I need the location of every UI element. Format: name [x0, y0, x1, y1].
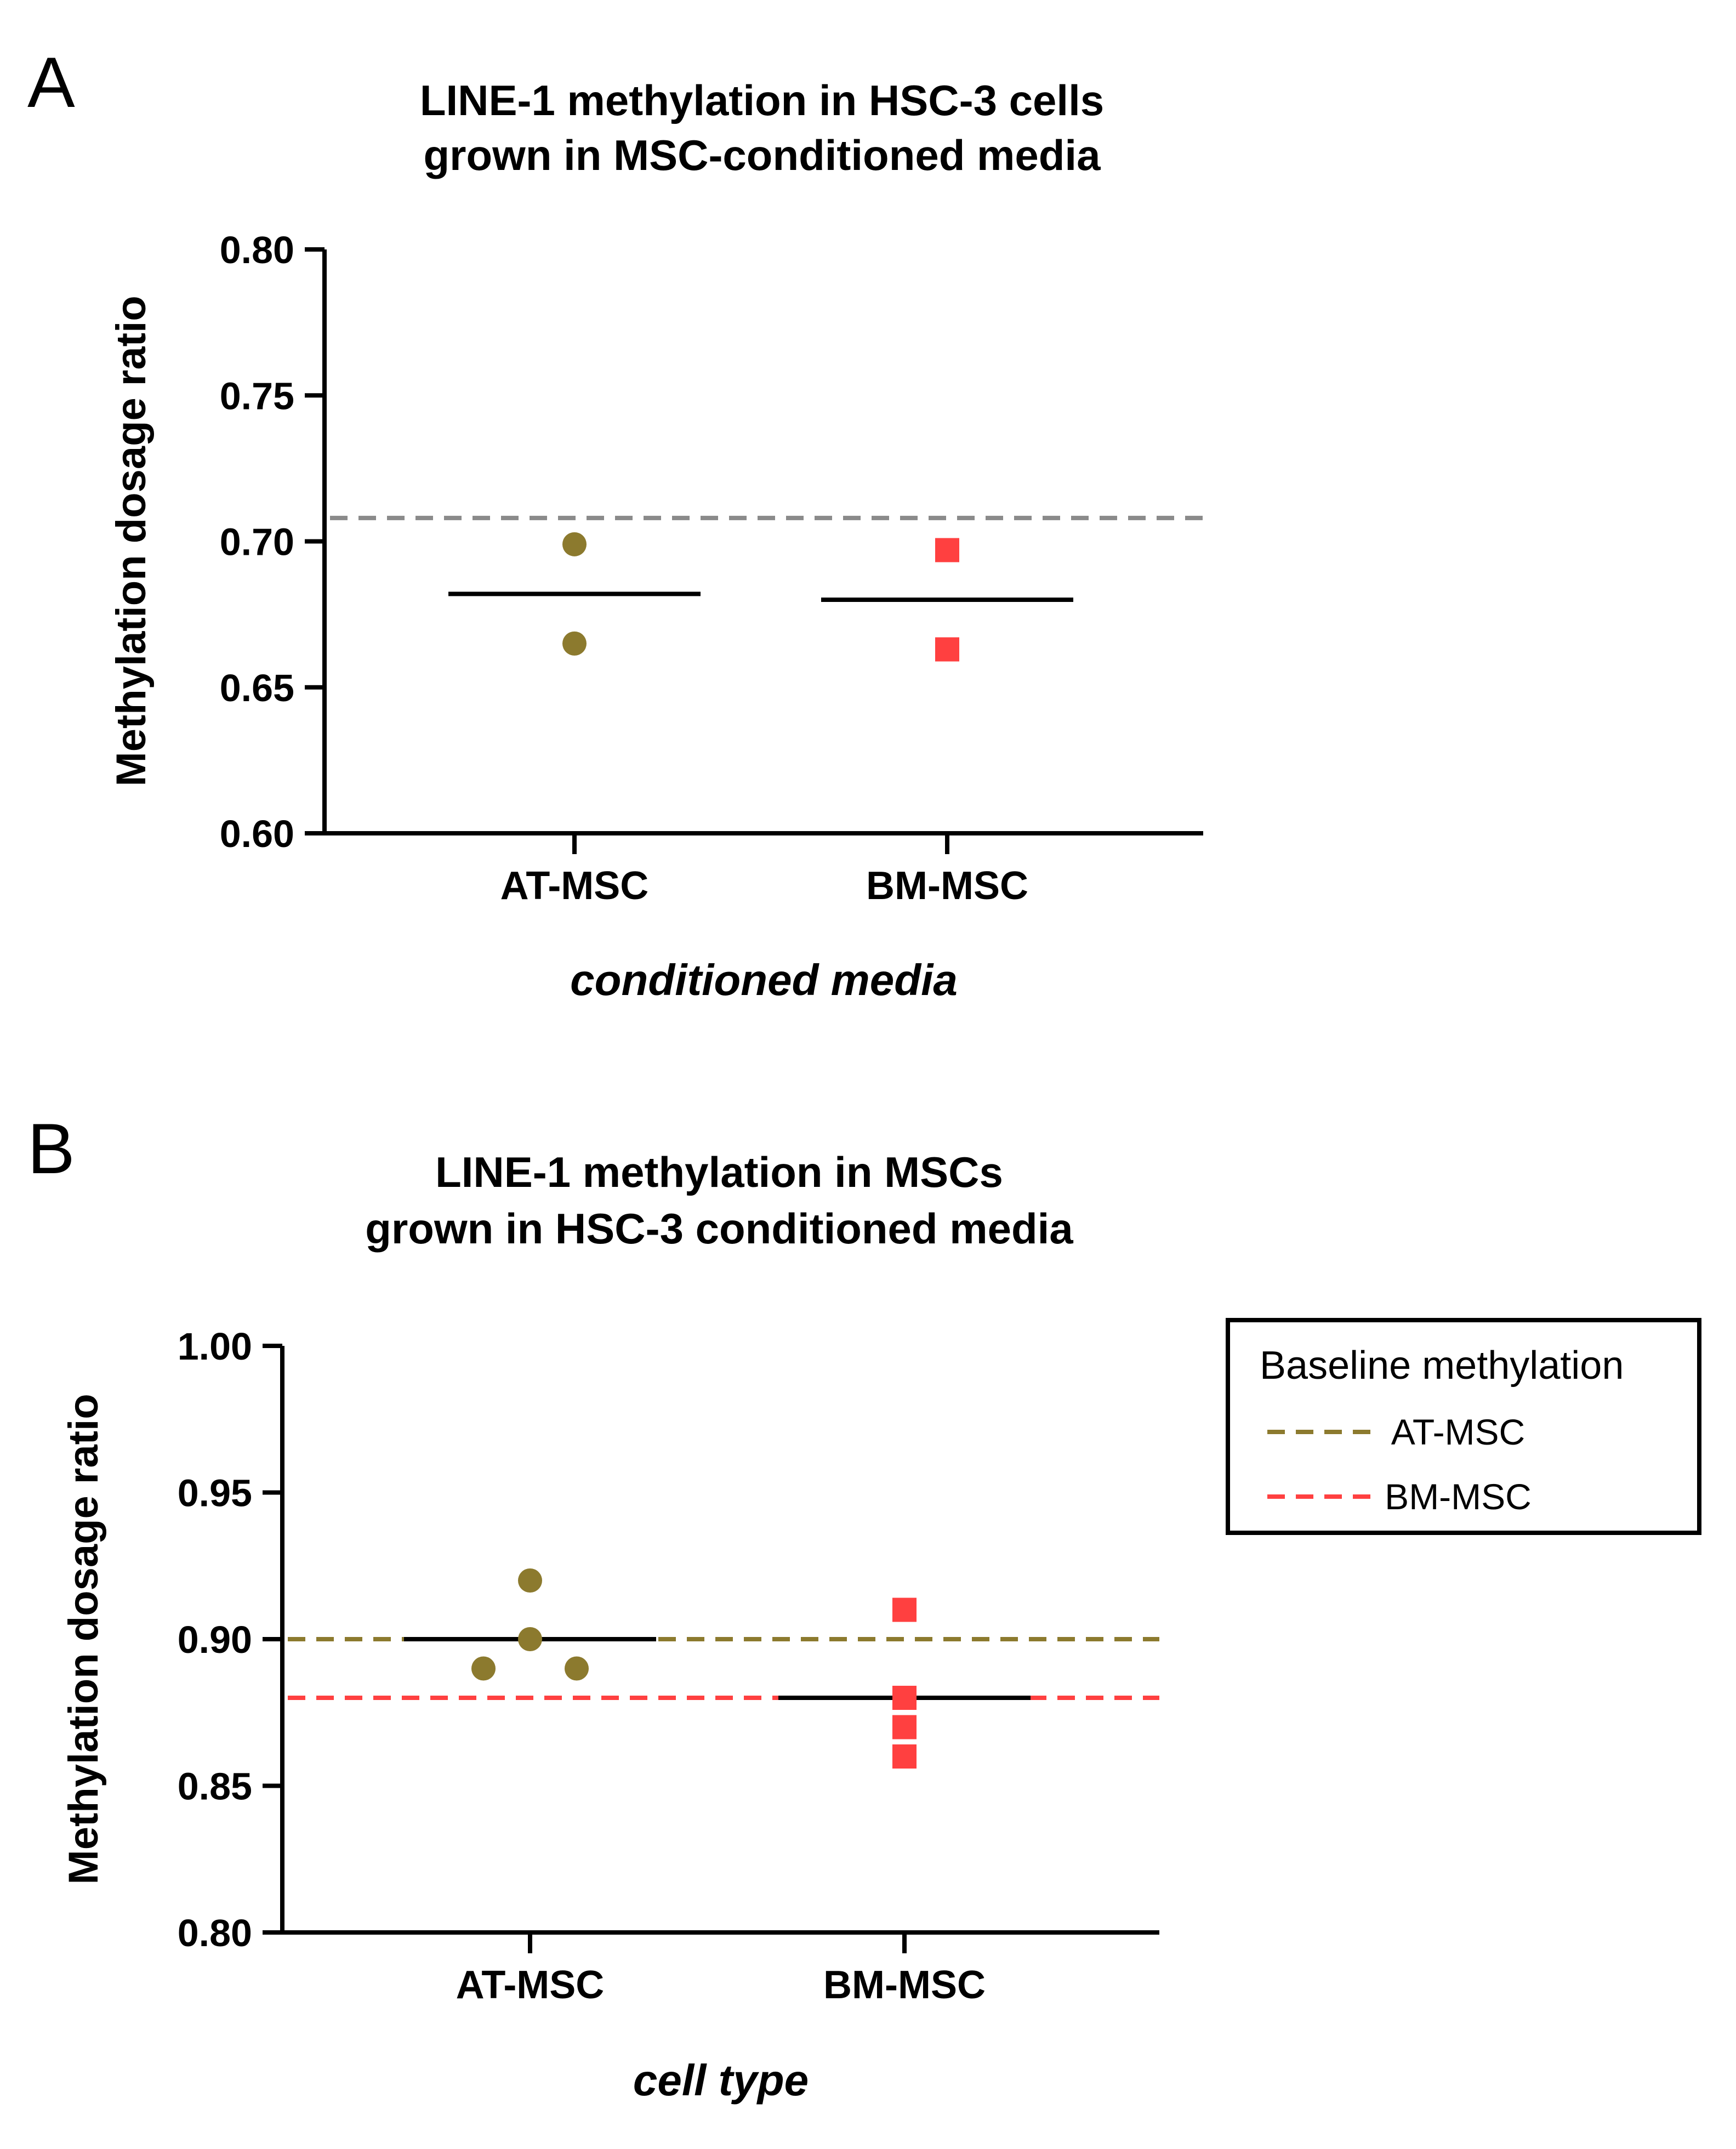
- x-tick-label-bm-msc: BM-MSC: [866, 864, 1028, 908]
- x-axis-label: conditioned media: [570, 956, 958, 1004]
- legend: Baseline methylation AT-MSC BM-MSC: [1226, 1318, 1701, 1535]
- chart-title-line-1: LINE-1 methylation in MSCs: [435, 1148, 1003, 1196]
- data-point-bm-msc-4: [892, 1744, 917, 1769]
- x-tick-label-at-msc: AT-MSC: [500, 864, 649, 908]
- chart-title-line-2: grown in MSC-conditioned media: [424, 131, 1101, 179]
- y-axis-label: Methylation dosage ratio: [108, 295, 155, 786]
- y-tick-label-0.80: 0.80: [220, 229, 294, 271]
- y-tick-label-0.90: 0.90: [178, 1618, 252, 1661]
- y-tick-label-0.80: 0.80: [178, 1912, 252, 1954]
- y-tick-label-0.60: 0.60: [220, 812, 294, 855]
- panel-a: A LINE-1 methylation in HSC-3 cells grown …: [27, 42, 1203, 1004]
- legend-label-bm-msc: BM-MSC: [1385, 1476, 1532, 1517]
- data-point-at-msc-4: [565, 1656, 589, 1681]
- panel-letter: A: [27, 42, 75, 122]
- panel-b: B LINE-1 methylation in MSCs grown in HSC-…: [27, 1108, 1701, 2105]
- x-tick-label-at-msc: AT-MSC: [456, 1963, 605, 2007]
- y-tick-label-1.00: 1.00: [178, 1325, 252, 1368]
- y-tick-label-0.70: 0.70: [220, 521, 294, 564]
- data-point-at-msc-1: [562, 532, 587, 556]
- data-point-bm-msc-2: [892, 1686, 917, 1710]
- data-point-bm-msc-1: [892, 1597, 917, 1622]
- x-tick-label-bm-msc: BM-MSC: [823, 1963, 986, 2007]
- legend-title: Baseline methylation: [1260, 1344, 1624, 1388]
- y-tick-label-0.65: 0.65: [220, 667, 294, 709]
- data-point-bm-msc-3: [892, 1715, 917, 1739]
- chart-title-line-2: grown in HSC-3 conditioned media: [365, 1204, 1073, 1253]
- y-tick-label-0.95: 0.95: [178, 1472, 252, 1515]
- y-axis-label: Methylation dosage ratio: [60, 1394, 107, 1884]
- data-point-at-msc-1: [518, 1568, 542, 1593]
- legend-label-at-msc: AT-MSC: [1391, 1412, 1525, 1452]
- x-axis-label: cell type: [633, 2056, 809, 2105]
- y-tick-label-0.85: 0.85: [178, 1765, 252, 1808]
- data-point-at-msc-2: [562, 631, 587, 656]
- panel-letter: B: [27, 1108, 75, 1189]
- data-point-at-msc-2: [518, 1627, 542, 1651]
- y-tick-label-0.75: 0.75: [220, 374, 294, 417]
- data-point-bm-msc-1: [935, 538, 959, 562]
- data-point-at-msc-3: [471, 1656, 496, 1681]
- chart-title-line-1: LINE-1 methylation in HSC-3 cells: [420, 76, 1104, 124]
- data-point-bm-msc-2: [935, 637, 959, 662]
